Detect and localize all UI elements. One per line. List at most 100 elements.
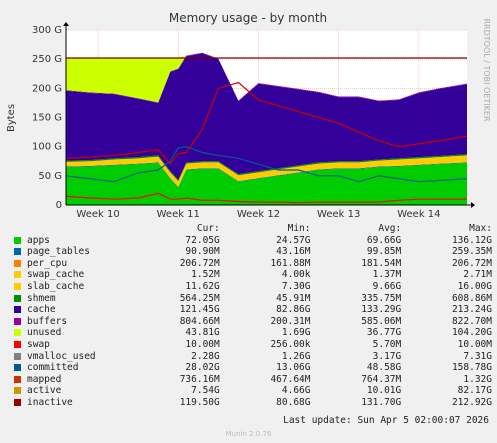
legend-max: 822.70M [451,315,492,327]
legend-avg: 5.70M [372,338,402,350]
y-tick-label: 150 G [32,113,62,124]
legend-row: inactive 119.50G 80.68G 131.70G 212.92G [8,397,492,409]
header-avg: Avg: [378,223,402,234]
last-update: Last update: Sun Apr 5 02:00:07 2026 [283,415,489,426]
legend-avg: 69.66G [366,234,402,246]
legend-min: 4.00k [281,269,311,281]
legend-avg: 335.75M [361,292,402,304]
y-tick-label: 0 [56,200,62,211]
legend-row: committed 28.02G 13.06G 48.58G 158.78G [8,362,492,374]
legend-label: active [8,385,139,397]
axes: 0 50 G 100 G 150 G 200 G 250 G 300 G Week 10 Wee… [32,22,475,220]
legend-row: slab_cache 11.62G 7.30G 9.66G 16.00G [8,281,492,293]
area-cache [66,53,467,180]
x-tick-label: Week 10 [76,209,119,220]
legend-cur: 1.52M [191,269,220,281]
legend-row: shmem 564.25M 45.91M 335.75M 608.86M [8,293,492,305]
legend-min: 80.68G [276,396,311,408]
legend-swatch [14,375,21,383]
header-cur: Cur: [196,223,220,234]
legend-avg: 133.29G [361,304,402,316]
legend-avg: 99.85M [366,246,402,258]
legend-row: apps 72.05G 24.57G 69.66G 136.12G [8,235,492,247]
line-committed [65,146,468,183]
rrdtool-watermark: RRDTOOL / TOBI OETIKER [482,18,491,121]
legend-min: 1.69G [281,327,311,339]
legend-series-name: buffers [27,315,68,327]
x-tick-label: Week 12 [237,209,280,220]
legend-swatch [14,364,21,372]
legend-cur: 804.66M [179,315,220,327]
legend-avg: 3.17G [372,350,402,362]
legend-min: 161.88M [270,257,311,269]
legend-label: buffers [8,316,139,328]
x-tick-label: Week 13 [317,209,360,220]
y-tick-label: 200 G [32,83,62,94]
x-tick-label: Week 11 [157,209,200,220]
legend-label: inactive [8,397,139,409]
legend-label: unused [8,327,139,339]
legend-series-name: slab_cache [27,280,85,292]
legend-row: unused 43.81G 1.69G 36.77G 104.20G [8,327,492,339]
legend-cur: 90.90M [185,246,220,258]
legend-label: page_tables [8,246,139,258]
legend-series-name: active [27,385,62,397]
legend-avg: 1.37M [372,269,402,281]
x-axis-arrow [471,202,475,208]
memory-chart: Memory usage - by month Bytes RRDTOOL / … [6,11,491,220]
legend-swatch [14,282,21,290]
legend-cur: 2.28G [191,350,220,362]
legend-min: 4.66G [281,385,311,397]
y-tick-label: 100 G [32,142,62,153]
legend-max: 10.00M [457,338,492,350]
legend-max: 7.31G [463,350,492,362]
legend-label: mapped [8,374,139,386]
legend-min: 7.30G [281,280,311,292]
legend-series-name: inactive [27,396,73,408]
legend-label: per_cpu [8,258,139,270]
line-swap [65,192,467,204]
legend-max: 158.78G [451,362,492,374]
legend-series-name: apps [27,234,50,246]
y-axis-label: Bytes [6,104,17,132]
legend-cur: 206.72M [179,257,220,269]
header-min: Min: [287,223,311,234]
legend-row: vmalloc_used 2.28G 1.26G 3.17G 7.31G [8,351,492,363]
legend-series-name: per_cpu [27,257,68,269]
legend-series-name: committed [27,362,79,374]
legend-series-name: vmalloc_used [27,350,96,362]
legend-series-name: mapped [27,373,62,385]
legend-swatch [14,387,21,395]
legend-min: 13.06G [276,362,311,374]
legend-max: 608.86M [451,292,492,304]
legend-row: swap_cache 1.52M 4.00k 1.37M 2.71M [8,269,492,281]
legend-cur: 28.02G [185,362,220,374]
legend-row: buffers 804.66M 200.31M 585.06M 822.70M [8,316,492,328]
legend-series-name: shmem [27,292,56,304]
legend-label: shmem [8,293,139,305]
legend-avg: 9.66G [372,280,402,292]
legend-max: 259.35M [451,246,492,258]
area-slab_cache [66,155,467,187]
legend-label: apps [8,235,139,247]
legend-cur: 121.45G [179,304,220,316]
legend-swatch [14,317,21,325]
legend-header-row: Cur: Min: Avg: Max: [8,223,492,235]
legend-min: 24.57G [276,234,311,246]
legend-row: mapped 736.16M 467.64M 764.37M 1.32G [8,374,492,386]
area-unused [66,52,467,103]
legend-swatch [14,259,21,267]
legend-swatch [14,340,21,348]
legend-cur: 736.16M [179,373,220,385]
legend-avg: 181.54M [361,257,402,269]
legend-cur: 43.81G [185,327,220,339]
legend-label: committed [8,362,139,374]
legend-min: 1.26G [281,350,311,362]
legend-max: 206.72M [451,257,492,269]
legend-max: 213.24G [451,304,492,316]
line-inactive [65,81,468,166]
legend-min: 256.00k [270,338,311,350]
x-tick-label: Week 14 [397,209,440,220]
legend-swatch [14,352,21,360]
legend-row: active 7.54G 4.66G 10.01G 82.17G [8,385,492,397]
